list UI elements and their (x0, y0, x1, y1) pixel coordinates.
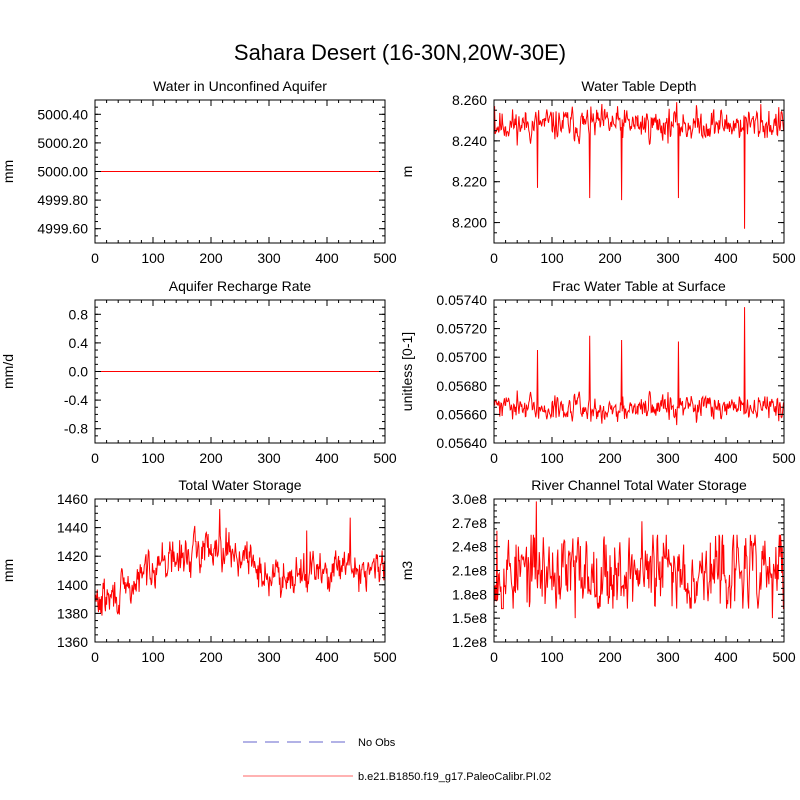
x-tick-label: 100 (141, 649, 165, 665)
legend-model-label: b.e21.B1850.f19_g17.PaleoCalibr.PI.02 (358, 771, 551, 783)
x-tick-label: 100 (540, 250, 564, 266)
panels-group: Water in Unconfined Aquifer mm 0 100 200 300 4… (0, 78, 796, 665)
x-tick-label: 0 (91, 649, 99, 665)
x-tick-label: 0 (91, 250, 99, 266)
chart-panel: Water in Unconfined Aquifer mm 0 100 200 300 4… (0, 78, 397, 266)
x-tick-label: 500 (772, 649, 796, 665)
y-tick-label: -0.8 (64, 421, 88, 437)
y-tick-label: 1420 (57, 548, 88, 564)
x-tick-label: 200 (199, 649, 223, 665)
y-tick-label: 0.05740 (436, 292, 487, 308)
x-tick-label: 400 (315, 250, 339, 266)
panel-title: Water Table Depth (581, 78, 696, 94)
y-tick-label: 5000.00 (37, 164, 88, 180)
x-tick-label: 400 (315, 649, 339, 665)
y-tick-label: 1380 (57, 605, 88, 621)
x-tick-label: 300 (257, 250, 281, 266)
y-tick-label: 0.0 (69, 364, 89, 380)
y-tick-label: 4999.80 (37, 192, 88, 208)
chart-panel: Water Table Depth m 0 100 200 300 400 500 8.200 8… (399, 78, 796, 266)
y-axis-label: m (399, 166, 415, 178)
y-axis-label: unitless [0-1] (399, 332, 415, 411)
chart-panel: Aquifer Recharge Rate mm/d 0 100 200 300 400 50… (0, 278, 397, 466)
chart-panel: River Channel Total Water Storage m3 0 100 2… (399, 477, 796, 665)
series-line (494, 307, 784, 426)
series-line (95, 508, 385, 616)
x-tick-label: 100 (141, 250, 165, 266)
legend: No Obs b.e21.B1850.f19_g17.PaleoCalibr.P… (243, 737, 551, 783)
y-tick-label: 0.05660 (436, 406, 487, 422)
panel-title: River Channel Total Water Storage (531, 477, 747, 493)
x-tick-label: 400 (315, 450, 339, 466)
x-tick-label: 300 (656, 250, 680, 266)
figure-title: Sahara Desert (16-30N,20W-30E) (234, 40, 566, 65)
y-tick-label: 1360 (57, 634, 88, 650)
x-tick-label: 200 (199, 250, 223, 266)
x-tick-label: 400 (714, 450, 738, 466)
y-tick-label: 1440 (57, 520, 88, 536)
y-tick-label: 8.220 (452, 174, 487, 190)
y-tick-label: 5000.40 (37, 106, 88, 122)
series-line (494, 501, 784, 619)
x-tick-label: 100 (540, 450, 564, 466)
x-tick-label: 200 (598, 450, 622, 466)
y-tick-label: 0.05680 (436, 378, 487, 394)
x-tick-label: 0 (91, 450, 99, 466)
y-tick-label: 1.5e8 (452, 610, 487, 626)
y-tick-label: 2.4e8 (452, 539, 487, 555)
chart-panel: Frac Water Table at Surface unitless [0-1… (399, 278, 796, 466)
y-tick-label: 5000.20 (37, 135, 88, 151)
x-tick-label: 200 (598, 250, 622, 266)
y-tick-label: 8.200 (452, 215, 487, 231)
y-tick-label: 3.0e8 (452, 491, 487, 507)
y-tick-label: 1.8e8 (452, 586, 487, 602)
panel-title: Aquifer Recharge Rate (169, 278, 312, 294)
x-tick-label: 0 (490, 649, 498, 665)
panel-title: Frac Water Table at Surface (552, 278, 726, 294)
x-tick-label: 300 (257, 649, 281, 665)
y-tick-label: 0.4 (69, 335, 89, 351)
x-tick-label: 300 (257, 450, 281, 466)
x-tick-label: 0 (490, 250, 498, 266)
y-tick-label: -0.4 (64, 392, 88, 408)
x-tick-label: 300 (656, 450, 680, 466)
y-tick-label: 8.260 (452, 92, 487, 108)
x-tick-label: 500 (373, 450, 397, 466)
y-axis-label: mm (0, 559, 16, 582)
y-axis-label: mm (0, 160, 16, 183)
x-tick-label: 200 (598, 649, 622, 665)
y-axis-label: mm/d (0, 354, 16, 389)
series-line (494, 102, 784, 229)
y-axis-label: m3 (399, 561, 415, 581)
x-tick-label: 500 (772, 250, 796, 266)
x-tick-label: 500 (373, 250, 397, 266)
chart-panel: Total Water Storage mm 0 100 200 300 400 500 136… (0, 477, 397, 665)
x-tick-label: 400 (714, 250, 738, 266)
x-tick-label: 200 (199, 450, 223, 466)
panel-title: Water in Unconfined Aquifer (153, 78, 327, 94)
y-tick-label: 0.05720 (436, 321, 487, 337)
y-tick-label: 1400 (57, 577, 88, 593)
x-tick-label: 100 (540, 649, 564, 665)
legend-obs-label: No Obs (358, 737, 396, 749)
y-tick-label: 8.240 (452, 133, 487, 149)
y-tick-label: 2.7e8 (452, 515, 487, 531)
y-tick-label: 2.1e8 (452, 563, 487, 579)
y-tick-label: 4999.60 (37, 221, 88, 237)
y-tick-label: 0.8 (69, 306, 89, 322)
x-tick-label: 0 (490, 450, 498, 466)
x-tick-label: 500 (373, 649, 397, 665)
panel-title: Total Water Storage (178, 477, 301, 493)
x-tick-label: 100 (141, 450, 165, 466)
x-tick-label: 500 (772, 450, 796, 466)
x-tick-label: 300 (656, 649, 680, 665)
x-tick-label: 400 (714, 649, 738, 665)
y-tick-label: 0.05640 (436, 435, 487, 451)
y-tick-label: 0.05700 (436, 349, 487, 365)
y-tick-label: 1460 (57, 491, 88, 507)
y-tick-label: 1.2e8 (452, 634, 487, 650)
